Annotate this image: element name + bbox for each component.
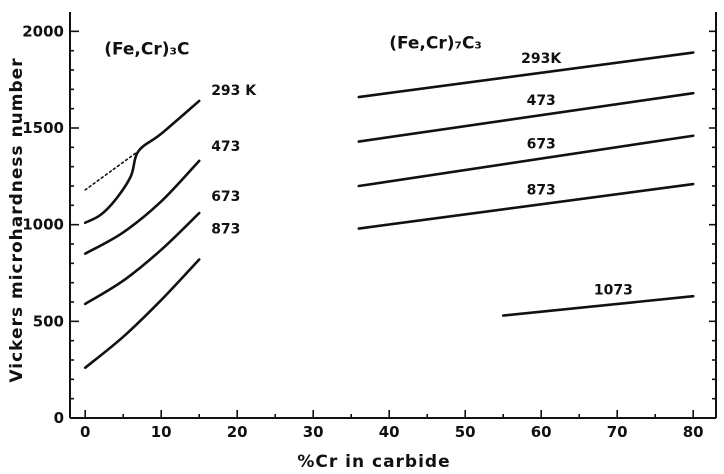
x-tick-label: 40 — [379, 423, 400, 441]
series-line-2 — [83, 159, 201, 255]
y-tick-label: 500 — [33, 312, 64, 330]
x-tick-label: 0 — [80, 423, 90, 441]
y-tick-label: 2000 — [22, 22, 64, 40]
series-label-9: 1073 — [594, 282, 633, 298]
series-line-7 — [357, 134, 695, 188]
series-label-0: 293 K — [211, 83, 257, 99]
series-label-2: 473 — [211, 139, 240, 155]
series-label-6: 473 — [527, 93, 556, 109]
x-tick-label: 60 — [531, 423, 552, 441]
ticks: 0 10 20 30 40 50 60 70 80 0 500 1000 1500 2000 — [22, 22, 716, 441]
series-line-0 — [83, 99, 201, 225]
x-axis-title: %Cr in carbide — [297, 452, 450, 472]
series-label-5: 293K — [521, 51, 562, 67]
x-tick-label: 10 — [151, 423, 172, 441]
series-line-6 — [357, 91, 695, 143]
series-line-4 — [83, 258, 201, 370]
x-tick-label: 80 — [683, 423, 704, 441]
series-line-9 — [501, 294, 695, 317]
x-tick-label: 30 — [303, 423, 324, 441]
y-axis-title: Vickers microhardness number — [7, 57, 27, 382]
y-tick-label: 1000 — [22, 216, 64, 234]
series-label-3: 673 — [211, 189, 240, 205]
curve-labels: 293 K 473 673 873 293K 473 673 873 1073 — [211, 51, 633, 299]
y-tick-label: 1500 — [22, 119, 64, 137]
series-line-3 — [83, 211, 201, 306]
axes — [69, 12, 717, 419]
x-tick-label: 70 — [607, 423, 628, 441]
series-label-8: 873 — [527, 182, 556, 198]
series-label-4: 873 — [211, 221, 240, 237]
x-tick-label: 20 — [227, 423, 248, 441]
curves — [83, 51, 695, 370]
series-line-5 — [357, 51, 695, 99]
group-title-fe-cr-7-c3: (Fe,Cr)₇C₃ — [389, 34, 482, 54]
series-line-1 — [84, 150, 140, 191]
y-tick-label: 0 — [54, 409, 64, 427]
series-line-8 — [357, 182, 695, 230]
titles: (Fe,Cr)₃C (Fe,Cr)₇C₃ %Cr in carbide Vick… — [7, 34, 482, 472]
x-tick-label: 50 — [455, 423, 476, 441]
group-title-fe-cr-3-c: (Fe,Cr)₃C — [104, 40, 189, 60]
series-label-7: 673 — [527, 137, 556, 153]
